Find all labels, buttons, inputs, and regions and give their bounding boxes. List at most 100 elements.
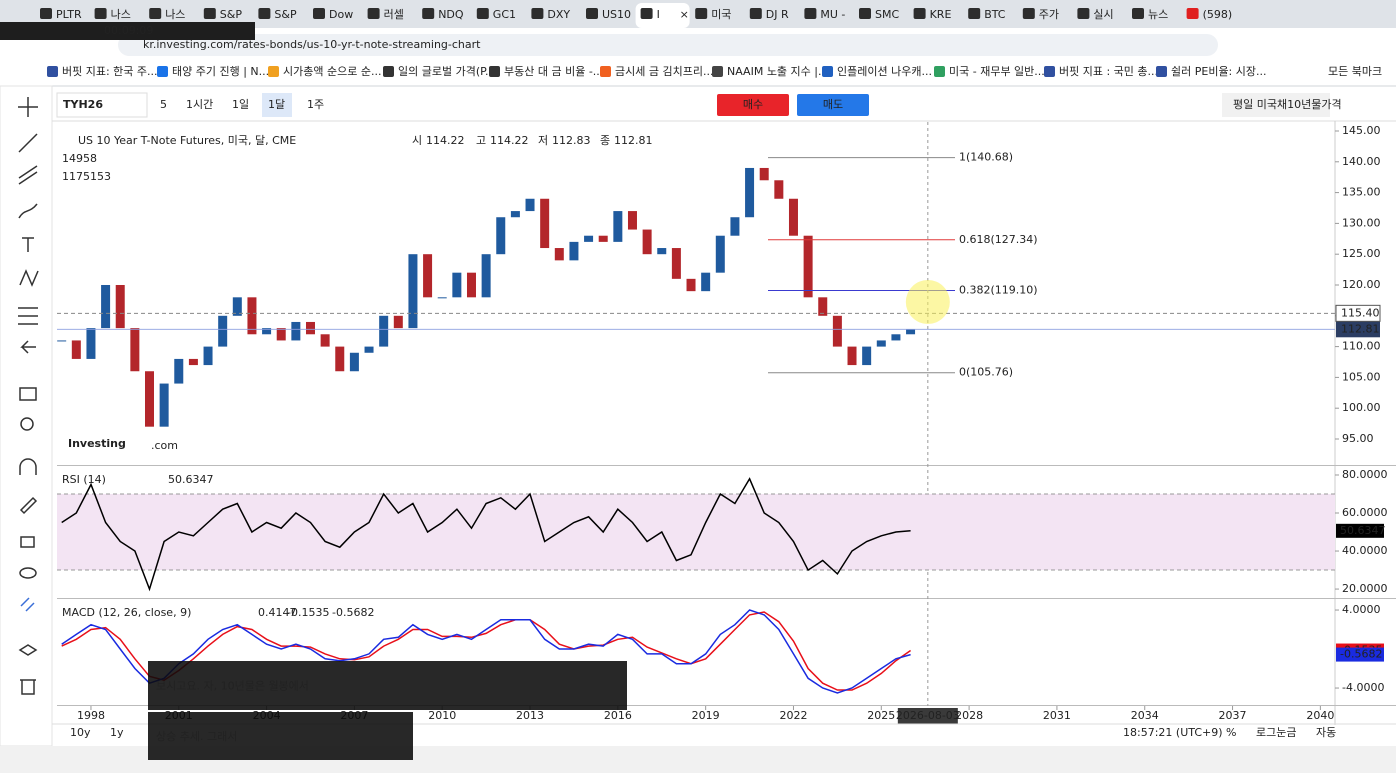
bookmark-icon xyxy=(157,66,168,77)
tab-title[interactable]: 나스 xyxy=(165,8,185,21)
measure-tool[interactable] xyxy=(19,387,37,401)
candle xyxy=(818,297,828,316)
candle xyxy=(335,346,345,372)
last-value-box xyxy=(1336,647,1384,662)
tab-title[interactable]: SMC xyxy=(875,8,899,21)
line-tool[interactable] xyxy=(18,133,38,153)
ohlc-label: 종 xyxy=(600,134,610,147)
candle xyxy=(159,383,169,427)
x-tick-label: 2040 xyxy=(1306,709,1334,722)
y-tick-label: 80.0000 xyxy=(1342,468,1388,481)
trash-tool[interactable] xyxy=(20,679,36,695)
crosshair-date-box xyxy=(897,708,958,724)
fib-tool[interactable] xyxy=(18,307,38,325)
tab-title[interactable]: 주가 xyxy=(1039,8,1059,21)
sell-button xyxy=(797,94,869,116)
candle xyxy=(613,211,623,242)
candle xyxy=(906,329,916,335)
tab-close: × xyxy=(680,8,689,21)
tab-title[interactable]: DJ R xyxy=(766,8,789,21)
candle xyxy=(540,198,550,249)
bookmark[interactable]: 부동산 대 금 비율 -... xyxy=(504,65,603,78)
bookmark[interactable]: 일의 글로벌 가격(P... xyxy=(398,64,496,78)
tab-title[interactable]: US10 xyxy=(602,8,631,21)
x-tick-label: 2028 xyxy=(955,709,983,722)
address-bar[interactable] xyxy=(118,34,1218,56)
tab-title[interactable]: NDQ xyxy=(438,8,464,21)
tab-title[interactable]: (598) xyxy=(1203,8,1233,21)
channel-tool[interactable] xyxy=(18,165,38,185)
candle xyxy=(437,297,447,299)
ohlc-label: 저 xyxy=(538,134,548,147)
tab-title[interactable]: 러셀 xyxy=(384,8,404,21)
visibility-tool[interactable] xyxy=(19,567,37,579)
candle xyxy=(671,248,681,279)
interval[interactable]: 1달 xyxy=(268,98,285,111)
pane-title: MACD (12, 26, close, 9) xyxy=(62,606,191,619)
text-tool[interactable] xyxy=(22,237,34,252)
range-button[interactable]: 1y xyxy=(110,726,124,739)
candle xyxy=(847,346,857,366)
zoom-tool[interactable] xyxy=(20,417,34,431)
bookmark[interactable]: 태양 주기 진행 | N... xyxy=(172,65,269,78)
tab-title[interactable]: DXY xyxy=(547,8,570,21)
bookmark-icon xyxy=(489,66,500,77)
bookmark[interactable]: NAAIM 노출 지수 |... xyxy=(727,65,829,78)
magnet-tool[interactable] xyxy=(19,458,37,475)
bookmark[interactable]: 버핏 지표: 한국 주... xyxy=(62,65,158,78)
tab-favicon xyxy=(1186,8,1199,19)
back-tool[interactable] xyxy=(20,340,36,354)
candle xyxy=(598,235,608,242)
tab-title[interactable]: I xyxy=(657,8,660,21)
candle xyxy=(481,254,491,298)
fib-label: 1(140.68) xyxy=(959,151,1013,164)
last-value: -0.5682 xyxy=(1340,648,1382,661)
lock-drawing-tool[interactable] xyxy=(19,496,38,515)
bookmark-icon xyxy=(1156,66,1167,77)
crosshair-tool[interactable] xyxy=(18,97,38,117)
candle xyxy=(305,321,315,335)
bookmark[interactable]: 버핏 지표 : 국민 총... xyxy=(1059,65,1158,78)
layers-tool[interactable] xyxy=(18,644,38,656)
y-tick-label: 100.00 xyxy=(1342,401,1381,414)
bookmark[interactable]: 시가총액 순으로 순... xyxy=(283,65,381,78)
candle xyxy=(627,211,637,230)
tab-title[interactable]: 뉴스 xyxy=(1148,8,1168,21)
tab-favicon xyxy=(586,8,598,19)
candle xyxy=(657,248,667,255)
candle xyxy=(57,340,67,342)
bookmark[interactable]: 미국 - 재무부 일반... xyxy=(949,64,1045,78)
tab-title[interactable]: S&P xyxy=(274,8,297,21)
interval[interactable]: 1일 xyxy=(232,97,249,111)
tab-title[interactable]: PLTR xyxy=(56,8,82,21)
candle xyxy=(320,334,330,347)
candle xyxy=(759,167,769,181)
bookmark[interactable]: 쉴러 PE비율: 시장... xyxy=(1171,65,1267,78)
bookmark[interactable]: 금시세 금 김치프리... xyxy=(615,65,713,78)
pattern-tool[interactable] xyxy=(19,269,39,287)
x-tick-label: 2025 xyxy=(867,709,895,722)
tab-title[interactable]: BTC xyxy=(984,8,1006,21)
bookmark-icon xyxy=(1044,66,1055,77)
indicator-line xyxy=(61,609,911,694)
tab-title[interactable]: MU - xyxy=(820,8,845,21)
candle xyxy=(730,217,740,236)
tab-title[interactable]: 실시 xyxy=(1093,8,1113,21)
tab-title[interactable]: GC1 xyxy=(493,8,516,21)
interval[interactable]: 1시간 xyxy=(186,98,213,111)
tab-title[interactable]: 미국 xyxy=(711,8,731,21)
tab-title[interactable]: KRE xyxy=(930,8,952,21)
brush-tool[interactable] xyxy=(18,203,38,219)
bookmark-icon xyxy=(383,66,394,77)
tab-title[interactable]: S&P xyxy=(220,8,243,21)
tab-title[interactable]: Dow xyxy=(329,8,353,21)
range-button[interactable]: 10y xyxy=(70,726,91,739)
lock-tool[interactable] xyxy=(20,536,35,548)
interval[interactable]: 5 xyxy=(160,98,167,111)
y-tick-label: 105.00 xyxy=(1342,370,1381,383)
tab-title[interactable]: 나스 xyxy=(111,8,131,21)
bookmark[interactable]: 인플레이션 나우캐... xyxy=(837,65,932,78)
link-tool[interactable] xyxy=(20,597,35,612)
interval[interactable]: 1주 xyxy=(307,98,324,111)
candle xyxy=(276,328,286,341)
